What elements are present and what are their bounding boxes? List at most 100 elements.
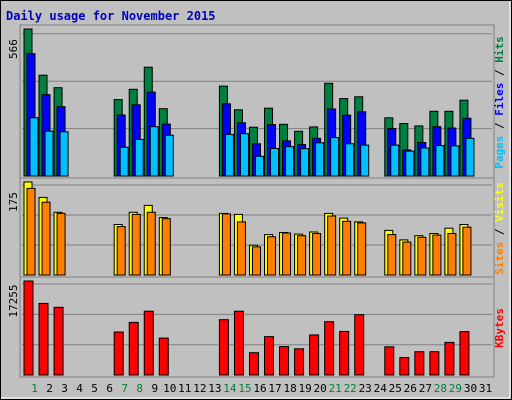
x-tick-label-day-9: 9	[151, 382, 158, 395]
bar-pages-day-2	[44, 130, 54, 177]
x-tick-label-day-8: 8	[136, 382, 143, 395]
x-tick-label-day-27: 27	[419, 382, 432, 395]
bar-pages-day-14	[224, 133, 234, 177]
bar-kbytes-day-22	[339, 330, 350, 376]
x-tick-label-day-7: 7	[121, 382, 128, 395]
bar-pages-day-8	[134, 138, 144, 177]
bar-sites-day-20	[312, 233, 322, 276]
x-tick-label-day-28: 28	[434, 382, 447, 395]
bar-pages-day-19	[300, 148, 310, 177]
axis-label-segment: Pages	[493, 136, 506, 169]
bar-pages-day-18	[285, 146, 295, 177]
x-tick-label-day-25: 25	[389, 382, 402, 395]
axis-label-segment: Hits	[493, 36, 506, 63]
bar-sites-day-22	[342, 220, 352, 276]
axis-label-segment: Files	[493, 83, 506, 116]
x-tick-label-day-23: 23	[359, 382, 372, 395]
bar-pages-day-22	[345, 143, 355, 177]
x-tick-label-day-2: 2	[46, 382, 53, 395]
max-value-label: 566	[7, 39, 20, 59]
bar-sites-day-27	[417, 236, 427, 276]
axis-label-segment: Sites	[493, 242, 506, 275]
bar-kbytes-day-28	[429, 351, 440, 376]
axis-label-segment: /	[493, 222, 506, 242]
axis-label-segment: /	[493, 63, 506, 83]
bar-sites-day-2	[41, 201, 51, 276]
x-tick-label-day-31: 31	[479, 382, 492, 395]
bar-sites-day-1	[26, 187, 36, 276]
bar-kbytes-day-25	[384, 346, 395, 376]
bar-pages-day-9	[149, 126, 159, 177]
x-tick-label-day-3: 3	[61, 382, 68, 395]
bar-sites-day-25	[387, 234, 397, 276]
x-tick-label-day-16: 16	[253, 382, 266, 395]
bar-kbytes-day-7	[113, 331, 124, 376]
bar-kbytes-day-8	[128, 321, 139, 376]
bar-sites-day-10	[161, 218, 171, 276]
x-tick-label-day-4: 4	[76, 382, 83, 395]
x-tick-label-day-29: 29	[449, 382, 462, 395]
x-tick-label-day-17: 17	[268, 382, 281, 395]
bar-pages-day-16	[254, 155, 264, 177]
bar-pages-day-21	[330, 137, 340, 177]
bar-pages-day-26	[405, 150, 415, 177]
bar-sites-day-23	[357, 222, 367, 276]
bar-pages-day-20	[315, 142, 325, 177]
bar-sites-day-14	[221, 213, 231, 276]
bar-kbytes-day-18	[279, 346, 290, 376]
bar-pages-day-3	[59, 131, 69, 177]
bar-pages-day-23	[360, 144, 370, 177]
x-tick-label-day-12: 12	[193, 382, 206, 395]
bar-sites-day-15	[236, 221, 246, 276]
bar-pages-day-17	[270, 148, 280, 177]
bar-kbytes-day-1	[23, 280, 34, 376]
bar-kbytes-day-30	[459, 331, 470, 376]
chart-bars	[23, 28, 475, 376]
x-tick-label-day-15: 15	[238, 382, 251, 395]
bar-pages-day-10	[164, 134, 174, 177]
bar-pages-day-27	[420, 147, 430, 177]
bar-pages-day-29	[450, 145, 460, 177]
bar-kbytes-day-20	[309, 334, 320, 376]
bar-sites-day-9	[146, 211, 156, 276]
series-axis-label: Pages / Files / Hits	[493, 36, 506, 169]
bar-sites-day-8	[131, 213, 141, 276]
bar-kbytes-day-10	[158, 337, 169, 376]
x-tick-label-day-30: 30	[464, 382, 477, 395]
bar-sites-day-16	[251, 246, 261, 276]
x-tick-label-day-11: 11	[178, 382, 191, 395]
bar-pages-day-1	[29, 117, 39, 177]
x-tick-label-day-19: 19	[298, 382, 311, 395]
x-tick-label-day-6: 6	[106, 382, 113, 395]
bar-kbytes-day-9	[143, 310, 154, 376]
bar-sites-day-17	[267, 236, 277, 276]
x-tick-label-day-14: 14	[223, 382, 237, 395]
x-tick-label-day-10: 10	[163, 382, 176, 395]
max-value-label: 17255	[7, 284, 20, 317]
x-tick-label-day-18: 18	[283, 382, 296, 395]
axis-label-segment: KBytes	[493, 308, 506, 348]
bar-sites-day-18	[282, 232, 292, 276]
max-value-label: 175	[7, 192, 20, 212]
bar-kbytes-day-19	[294, 348, 305, 376]
x-tick-label-day-5: 5	[91, 382, 98, 395]
bar-sites-day-19	[297, 235, 307, 276]
x-tick-label-day-1: 1	[31, 382, 38, 395]
series-axis-label: KBytes	[493, 308, 506, 348]
bar-kbytes-day-23	[354, 314, 365, 376]
bar-kbytes-day-27	[414, 351, 425, 376]
chart-title: Daily usage for November 2015	[6, 9, 216, 23]
bar-pages-day-28	[435, 145, 445, 177]
bar-sites-day-3	[56, 212, 66, 276]
x-tick-label-day-24: 24	[374, 382, 388, 395]
bar-kbytes-day-15	[233, 310, 244, 376]
bar-kbytes-day-26	[399, 357, 410, 376]
bar-kbytes-day-2	[38, 302, 49, 376]
bar-kbytes-day-17	[264, 336, 275, 376]
bar-sites-day-21	[327, 215, 337, 276]
bar-sites-day-30	[462, 226, 472, 276]
x-tick-label-day-21: 21	[329, 382, 342, 395]
bar-pages-day-7	[119, 146, 129, 177]
